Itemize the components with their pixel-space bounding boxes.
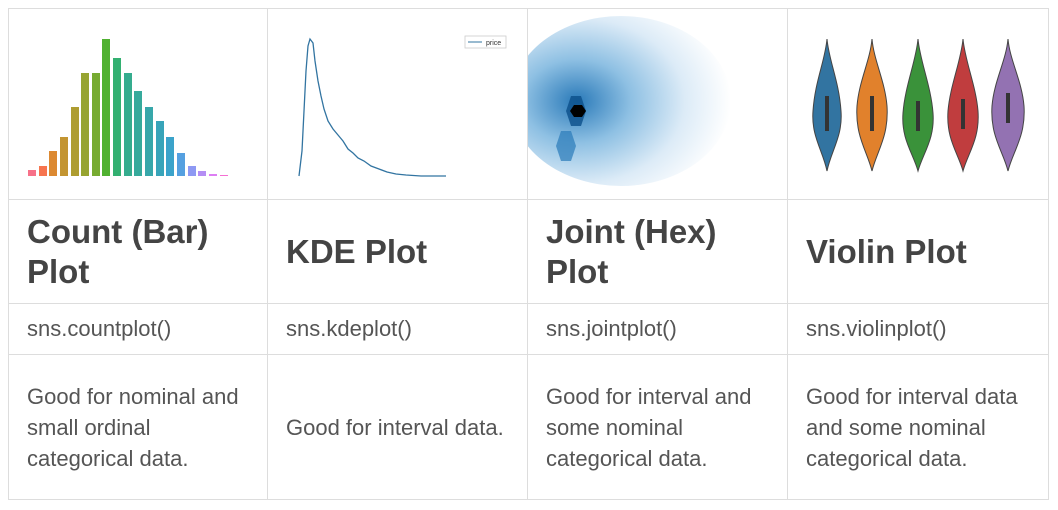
plot-description: Good for nominal and small ordinal categ…: [8, 354, 268, 500]
plot-description: Good for interval and some nominal categ…: [527, 354, 788, 500]
plot-title: KDE Plot: [267, 199, 528, 304]
title-row: Count (Bar) Plot KDE Plot Joint (Hex) Pl…: [8, 199, 1049, 304]
legend-label: price: [486, 40, 501, 47]
plot-table: price: [8, 8, 1049, 500]
plot-code: sns.kdeplot(): [267, 303, 528, 355]
plot-description: Good for interval data.: [267, 354, 528, 500]
plot-title: Joint (Hex) Plot: [527, 199, 788, 304]
thumbnail-cell: [8, 8, 268, 200]
code-row: sns.countplot() sns.kdeplot() sns.jointp…: [8, 303, 1049, 355]
thumbnail-row: price: [8, 8, 1049, 200]
kdeplot-thumbnail: price: [298, 35, 507, 177]
plot-description: Good for interval data and some nominal …: [787, 354, 1049, 500]
plot-code: sns.violinplot(): [787, 303, 1049, 355]
plot-code: sns.countplot(): [8, 303, 268, 355]
violinplot-thumbnail: [812, 38, 1025, 173]
thumbnail-cell: [527, 8, 788, 200]
description-row: Good for nominal and small ordinal categ…: [8, 354, 1049, 500]
plot-title: Violin Plot: [787, 199, 1049, 304]
thumbnail-cell: price: [267, 8, 528, 200]
countplot-thumbnail: [28, 39, 228, 176]
jointplot-thumbnail: [528, 16, 731, 186]
plot-code: sns.jointplot(): [527, 303, 788, 355]
plot-title: Count (Bar) Plot: [8, 199, 268, 304]
thumbnail-cell: [787, 8, 1049, 200]
